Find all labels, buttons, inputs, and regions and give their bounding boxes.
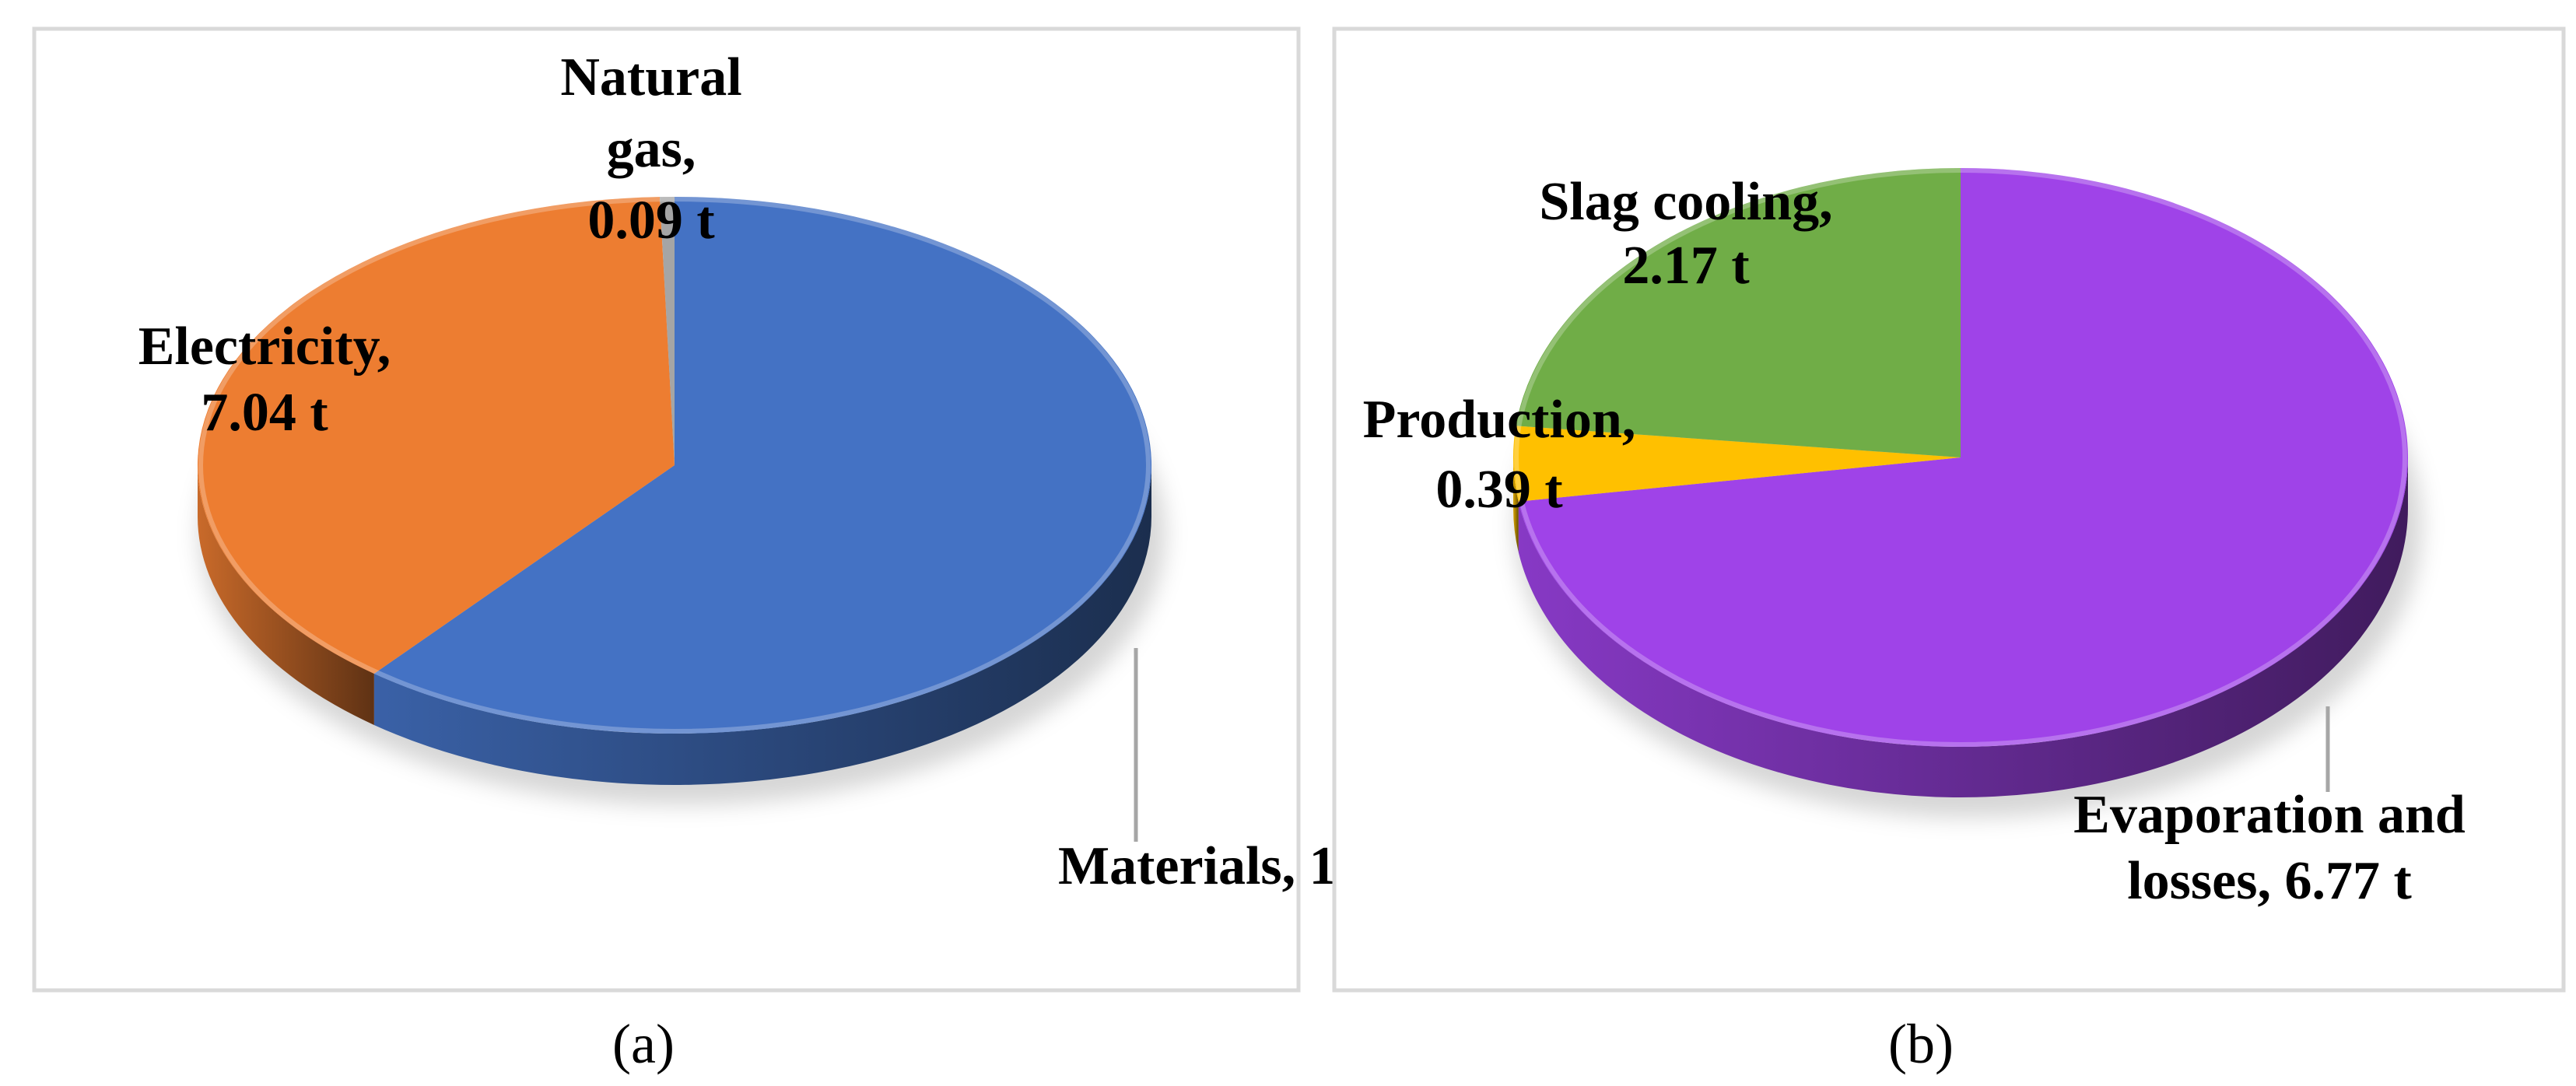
data-label-evaporation-and-losses: Evaporation and losses, 6.77 t <box>2073 785 2466 911</box>
data-label-electricity: Electricity, 7.04 t <box>138 317 391 443</box>
panel-b: Evaporation and losses, 6.77 t Production,… <box>1332 26 2566 1075</box>
data-label-line: losses, 6.77 t <box>2127 851 2412 911</box>
panel-a-caption: (a) <box>612 1013 675 1075</box>
data-label-line: Production, <box>1363 390 1636 450</box>
panel-b-caption: (b) <box>1888 1013 1954 1075</box>
data-label-line: Evaporation and <box>2073 785 2466 845</box>
data-label-line: 0.39 t <box>1435 460 1562 520</box>
pie-b-tops <box>1512 168 2408 747</box>
pie-slice-electricity <box>198 197 675 674</box>
pie-b-rim <box>1514 168 2407 747</box>
data-label-slag-cooling: Slag cooling, 2.17 t <box>1539 172 1832 296</box>
data-label-line: 0.09 t <box>587 191 714 250</box>
data-label-line: 2.17 t <box>1622 236 1749 296</box>
pie-a-sides <box>198 465 1151 786</box>
pie-b-labels: Evaporation and losses, 6.77 t Production,… <box>1363 172 2466 911</box>
pie-slice-production <box>1512 426 1961 502</box>
pie-slice-slag-cooling <box>1516 168 1961 457</box>
pie-slice-evaporation-and-losses <box>1518 168 2408 747</box>
data-label-line: 7.04 t <box>201 383 328 443</box>
data-label-production: Production, 0.39 t <box>1363 390 1636 520</box>
pie-slice-materials <box>373 197 1152 734</box>
pie-slice-natural-gas <box>659 197 675 465</box>
pie-slice-side-production <box>1513 457 1519 552</box>
data-label-line: gas, <box>607 119 696 179</box>
data-label-line: Natural <box>560 47 741 107</box>
pie-b-sides <box>1513 457 2408 798</box>
pie-slice-side-materials <box>373 465 1151 786</box>
pie-a-tops <box>198 197 1152 734</box>
data-label-natural-gas: Natural gas, 0.09 t <box>560 47 741 250</box>
data-label-line: Electricity, <box>138 317 391 377</box>
pie-slice-side-evaporation-and-losses <box>1518 457 2408 798</box>
data-label-line: Slag cooling, <box>1539 172 1832 232</box>
pie-slice-side-electricity <box>198 465 374 725</box>
pie-a-rim <box>198 197 1151 734</box>
